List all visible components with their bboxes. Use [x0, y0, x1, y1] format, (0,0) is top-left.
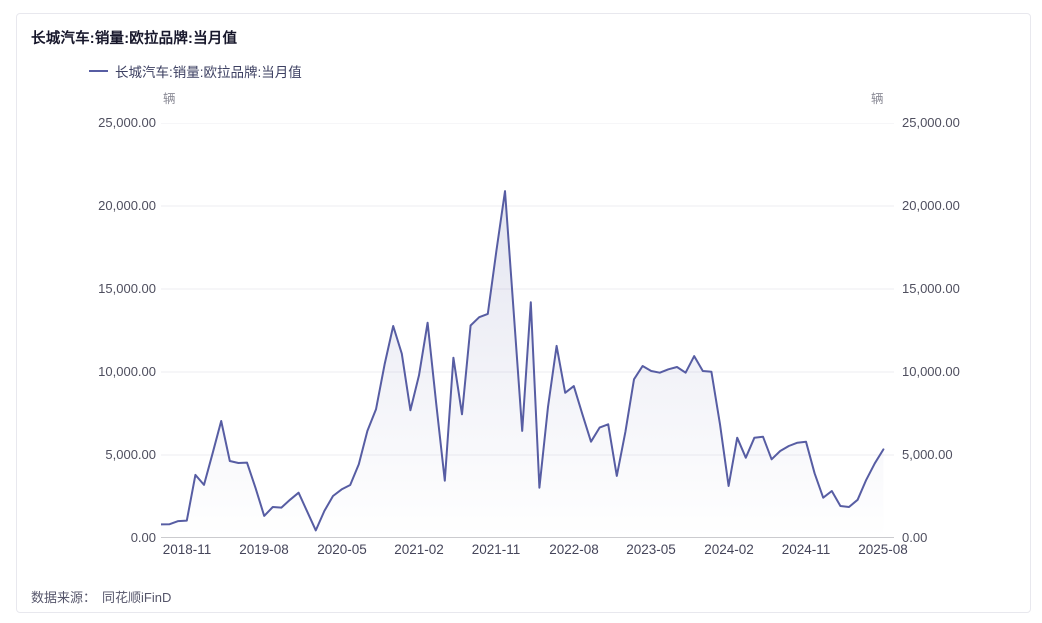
y-tick-label-left: 5,000.00: [105, 447, 156, 462]
x-tick-label: 2021-11: [471, 542, 521, 557]
chart-card: 长城汽车:销量:欧拉品牌:当月值 长城汽车:销量:欧拉品牌:当月值 辆 辆 25…: [16, 13, 1031, 613]
y-tick-label-right: 25,000.00: [902, 115, 960, 130]
y-tick-label-left: 20,000.00: [98, 198, 156, 213]
x-tick-label: 2025-08: [858, 542, 908, 557]
x-tick-label: 2023-05: [626, 542, 676, 557]
series-line: [161, 190, 885, 532]
x-tick-label: 2024-11: [781, 542, 831, 557]
y-tick-label-left: 0.00: [130, 530, 156, 545]
y-axis-right: 25,000.00 20,000.00 15,000.00 10,000.00 5,00…: [17, 14, 1030, 612]
data-source-value: 同花顺iFinD: [102, 590, 172, 605]
y-tick-label-left: 10,000.00: [98, 364, 156, 379]
y-tick-label-left: 15,000.00: [98, 281, 156, 296]
x-axis: 2018-11 2019-08 2020-05 2021-02 2021-11 2022-…: [17, 542, 1030, 562]
legend: 长城汽车:销量:欧拉品牌:当月值: [89, 62, 302, 80]
y-axis-left: 25,000.00 20,000.00 15,000.00 10,000.00 5,00…: [17, 14, 1030, 612]
x-tick-label: 2018-11: [162, 542, 212, 557]
x-tick-label: 2019-08: [239, 542, 289, 557]
y-tick-label-left: 25,000.00: [98, 115, 156, 130]
y-tick-label-right: 15,000.00: [902, 281, 960, 296]
y-axis-unit-left: 辆: [163, 92, 176, 106]
y-tick-label-right: 5,000.00: [902, 447, 953, 462]
data-source: 数据来源： 同花顺iFinD: [31, 587, 171, 606]
x-tick-label: 2020-05: [317, 542, 367, 557]
data-source-label: 数据来源：: [31, 590, 97, 605]
y-tick-label-right: 10,000.00: [902, 364, 960, 379]
x-tick-label: 2021-02: [394, 542, 444, 557]
series-area: [161, 191, 884, 538]
legend-line-marker: [89, 70, 108, 72]
y-tick-label-right: 0.00: [902, 530, 928, 545]
sales-line-chart: [161, 123, 894, 538]
x-tick-label: 2022-08: [549, 542, 599, 557]
y-tick-label-right: 20,000.00: [902, 198, 960, 213]
page-title: 长城汽车:销量:欧拉品牌:当月值: [31, 31, 238, 47]
legend-label: 长城汽车:销量:欧拉品牌:当月值: [115, 65, 302, 80]
y-axis-unit-right: 辆: [871, 92, 884, 106]
x-tick-label: 2024-02: [704, 542, 754, 557]
